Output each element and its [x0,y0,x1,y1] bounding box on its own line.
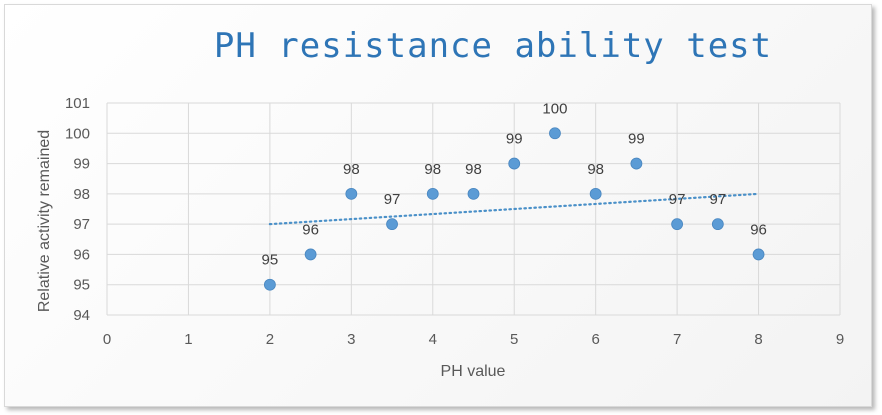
y-axis-title: Relative activity remained [36,130,53,312]
data-point [711,218,724,231]
data-label: 98 [587,161,604,178]
x-tick-label: 6 [591,331,599,348]
data-labels: 95 96 98 97 98 98 99 100 98 99 97 97 96 [262,100,767,268]
data-point [386,218,398,231]
data-point [345,187,358,200]
data-label: 98 [465,161,482,178]
y-tick-label: 96 [73,246,90,263]
chart-title: PH resistance ability test [213,26,773,66]
data-point [589,187,602,200]
data-label: 96 [302,221,319,238]
data-label: 99 [506,131,523,148]
data-points [263,127,765,291]
data-point [671,218,684,231]
y-tick-label: 95 [73,277,90,294]
data-label: 100 [542,100,567,117]
data-label: 99 [628,131,645,148]
data-point [752,248,765,261]
x-tick-label: 4 [429,331,437,348]
x-tick-label: 1 [184,331,192,348]
data-label: 97 [709,191,726,208]
x-tick-label: 0 [103,331,111,348]
data-label: 95 [262,252,279,269]
y-tick-label: 100 [65,125,90,142]
data-label: 96 [750,221,767,238]
y-tick-label: 98 [73,186,90,203]
y-axis-ticks: 94 95 96 97 98 99 100 101 [65,95,90,324]
trendline [268,192,760,226]
data-point [630,157,643,170]
chart-frame [4,4,872,407]
x-tick-label: 3 [347,331,355,348]
data-label: 98 [424,161,441,178]
y-tick-label: 94 [73,307,90,324]
data-point [304,248,317,261]
gridlines [106,102,841,316]
y-tick-label: 101 [65,95,90,112]
data-point [467,187,480,200]
x-tick-label: 7 [673,331,681,348]
data-point [549,127,561,140]
data-point [263,278,276,291]
y-tick-label: 99 [73,156,90,173]
data-point [426,187,439,200]
x-tick-label: 8 [754,331,762,348]
trendline-group [268,192,760,226]
x-tick-label: 2 [266,331,274,348]
data-label: 97 [669,191,686,208]
x-axis-title: PH value [441,363,506,380]
x-axis-ticks: 0 1 2 3 4 5 6 7 8 9 [103,331,844,348]
x-tick-label: 5 [510,331,518,348]
data-point [508,157,521,170]
y-tick-label: 97 [73,216,90,233]
data-label: 97 [384,191,401,208]
x-tick-label: 9 [836,331,844,348]
data-label: 98 [343,161,360,178]
